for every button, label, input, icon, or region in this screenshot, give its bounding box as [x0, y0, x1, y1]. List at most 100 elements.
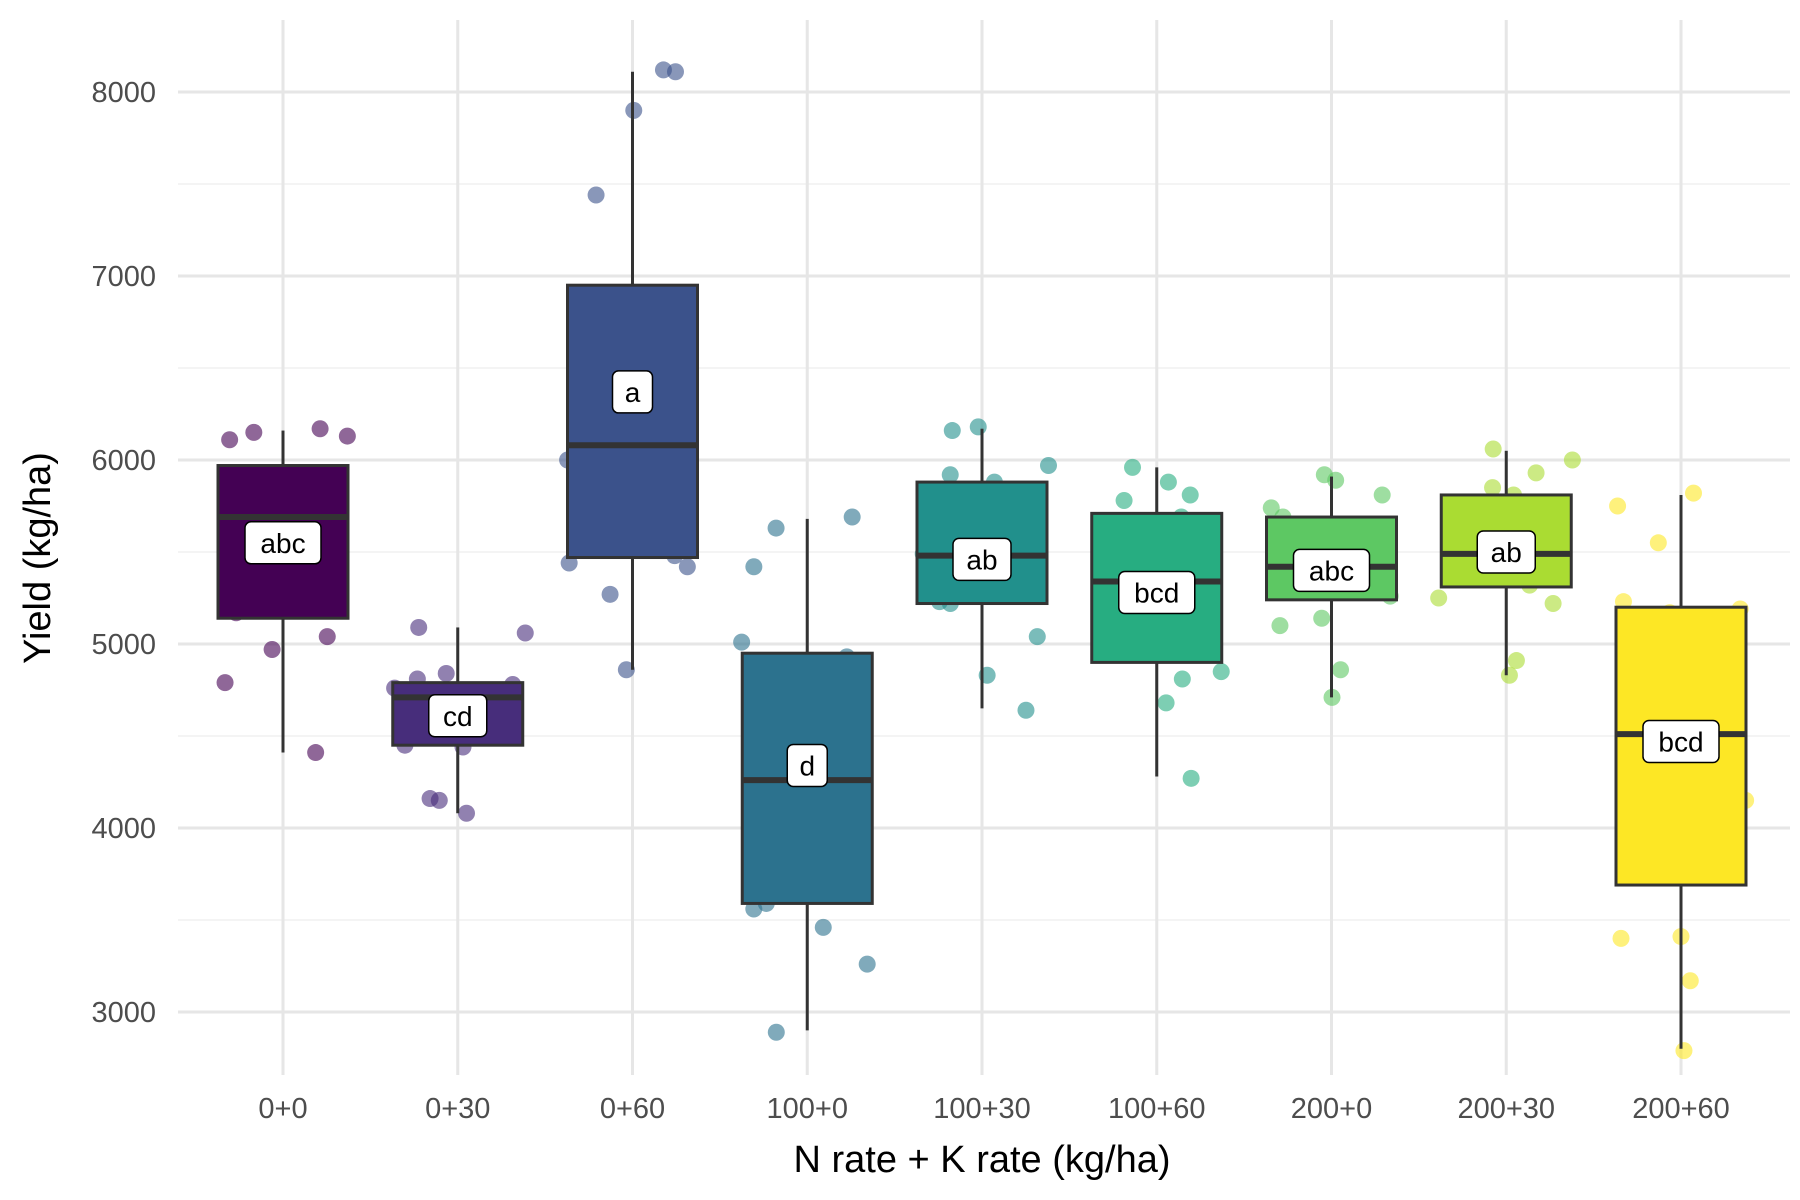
data-point: [1271, 617, 1289, 635]
data-point: [1124, 458, 1142, 476]
data-point: [1159, 473, 1177, 491]
data-point: [1313, 609, 1331, 627]
box-0+60: [566, 71, 699, 670]
x-tick-label: 0+60: [600, 1093, 665, 1125]
letter-label-200+0: abc: [1292, 548, 1371, 593]
data-point: [858, 955, 876, 973]
data-point: [1675, 1042, 1693, 1060]
box-body: [1614, 605, 1748, 887]
data-point: [1182, 769, 1200, 787]
data-point: [516, 624, 534, 642]
data-point: [617, 661, 635, 679]
data-point: [1157, 694, 1175, 712]
data-point: [245, 423, 263, 441]
data-point: [1527, 464, 1545, 482]
data-point: [745, 558, 763, 576]
significance-letters: abc cd a d ab bcd abc ab bcd: [244, 370, 1720, 788]
data-point: [1373, 486, 1391, 504]
data-point: [458, 804, 476, 822]
data-point: [843, 508, 861, 526]
data-point: [1017, 701, 1035, 719]
x-tick-label: 200+60: [1632, 1093, 1730, 1125]
data-point: [733, 633, 751, 651]
letter-label-100+30: ab: [952, 537, 1012, 582]
data-point: [1115, 491, 1133, 509]
data-point: [338, 427, 356, 445]
data-point: [216, 674, 234, 692]
data-point: [1212, 663, 1230, 681]
letter-label-text: abc: [1309, 555, 1354, 586]
data-point: [654, 61, 672, 79]
data-point: [437, 664, 455, 682]
letter-label-200+60: bcd: [1642, 719, 1720, 764]
data-point: [1612, 929, 1630, 947]
data-point: [1430, 589, 1448, 607]
data-point: [1681, 972, 1699, 990]
letter-label-box: [244, 521, 322, 565]
box-100+30: [915, 428, 1049, 709]
data-point: [1544, 595, 1562, 613]
letter-label-box: [1292, 548, 1371, 593]
data-point: [1500, 666, 1518, 684]
x-tick-label: 0+30: [425, 1093, 490, 1125]
data-point: [587, 186, 605, 204]
letter-label-text: abc: [260, 528, 305, 559]
data-point: [1028, 628, 1046, 646]
letter-label-text: bcd: [1658, 727, 1703, 758]
letter-label-text: cd: [443, 701, 473, 732]
data-point: [969, 418, 987, 436]
data-point: [814, 918, 832, 936]
box-body: [566, 283, 699, 560]
x-tick-label: 100+30: [933, 1093, 1031, 1125]
data-point: [601, 585, 619, 603]
x-axis-ticks: 0+0 0+30 0+60 100+0 100+30 100+60 200+0 200+30 2…: [258, 1093, 1729, 1125]
x-tick-label: 0+0: [258, 1093, 307, 1125]
data-point: [1332, 661, 1350, 679]
data-point: [1039, 457, 1057, 475]
data-point: [1609, 497, 1627, 515]
letter-label-box: [1642, 719, 1720, 764]
data-point: [1685, 484, 1703, 502]
y-axis-title: Yield (kg/ha): [17, 452, 59, 664]
data-point: [943, 422, 961, 440]
y-tick-label: 3000: [91, 997, 156, 1029]
box-0+0: [216, 430, 350, 753]
x-tick-label: 100+60: [1108, 1093, 1206, 1125]
x-tick-label: 100+0: [767, 1093, 848, 1125]
data-point: [410, 618, 428, 636]
data-point: [678, 558, 696, 576]
data-point: [1649, 534, 1667, 552]
data-point: [1181, 486, 1199, 504]
data-point: [1563, 451, 1581, 469]
letter-label-0+0: abc: [244, 521, 322, 565]
y-tick-label: 6000: [91, 445, 156, 477]
letter-label-text: bcd: [1134, 577, 1179, 608]
box-200+60: [1614, 494, 1748, 1049]
y-tick-label: 4000: [91, 813, 156, 845]
letter-label-100+60: bcd: [1118, 570, 1196, 615]
data-point: [1484, 479, 1502, 497]
letter-label-text: a: [625, 377, 641, 408]
data-point: [1315, 466, 1333, 484]
y-axis-ticks: 3000 4000 5000 6000 7000 8000: [91, 77, 156, 1029]
letter-label-box: [1118, 570, 1196, 615]
data-point: [307, 744, 325, 762]
x-tick-label: 200+0: [1291, 1093, 1372, 1125]
x-tick-label: 200+30: [1457, 1093, 1555, 1125]
data-point: [318, 628, 336, 646]
x-axis-title: N rate + K rate (kg/ha): [794, 1139, 1171, 1181]
data-point: [767, 1023, 785, 1041]
letter-label-box: [786, 743, 828, 788]
letter-label-100+0: d: [786, 743, 828, 788]
letter-label-text: d: [799, 750, 815, 781]
data-point: [1507, 652, 1525, 670]
letter-label-text: ab: [966, 544, 997, 575]
data-point: [221, 431, 239, 449]
letter-label-200+30: ab: [1476, 530, 1536, 574]
data-point: [1484, 440, 1502, 458]
y-tick-label: 8000: [91, 77, 156, 109]
data-point: [1173, 670, 1191, 688]
box-100+60: [1090, 467, 1224, 777]
letter-label-0+60: a: [611, 370, 654, 414]
